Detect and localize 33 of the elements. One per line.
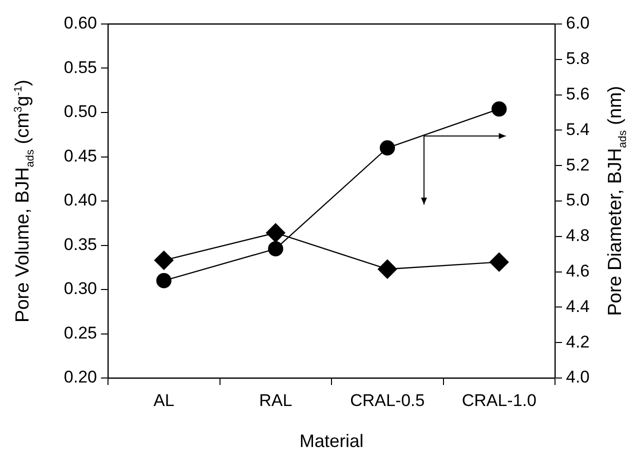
y-tick-label: 0.45 [64,146,97,166]
x-tick-label: CRAL-0.5 [350,390,425,410]
x-tick-label: RAL [259,390,292,410]
y-tick-label: 0.25 [64,323,97,342]
point [266,223,286,242]
point [156,273,172,288]
y2-tick-label: 4.4 [566,296,590,316]
y-tick-label: 0.60 [64,14,97,33]
y2-tick-label: 5.2 [566,155,590,174]
y2-tick-label: 4.0 [566,368,590,387]
x-tick-label: CRAL-1.0 [462,390,536,410]
y2-tick-label: 5.0 [566,190,590,210]
y2-tick-label: 4.6 [566,261,590,280]
y2-tick-label: 5.8 [566,49,590,68]
point [268,241,284,256]
y2-tick-label: 4.2 [566,332,590,352]
y2-tick-label: 5.6 [566,84,590,104]
y-tick-label: 0.30 [64,279,97,298]
y-tick-label: 0.20 [64,368,97,387]
point [380,140,395,156]
y2-tick-label: 6.0 [566,14,590,33]
x-axis-title: Material [299,431,364,452]
point [492,101,507,117]
y2-tick-label: 5.4 [566,120,590,139]
y-tick-label: 0.55 [64,58,97,77]
y-tick-label: 0.35 [64,234,97,254]
y2-tick-label: 4.8 [566,226,590,246]
point [490,252,509,272]
y-tick-label: 0.50 [64,102,97,122]
y-tick-label: 0.40 [64,190,97,210]
point [154,250,174,270]
x-tick-label: AL [153,390,174,410]
point [378,260,397,279]
